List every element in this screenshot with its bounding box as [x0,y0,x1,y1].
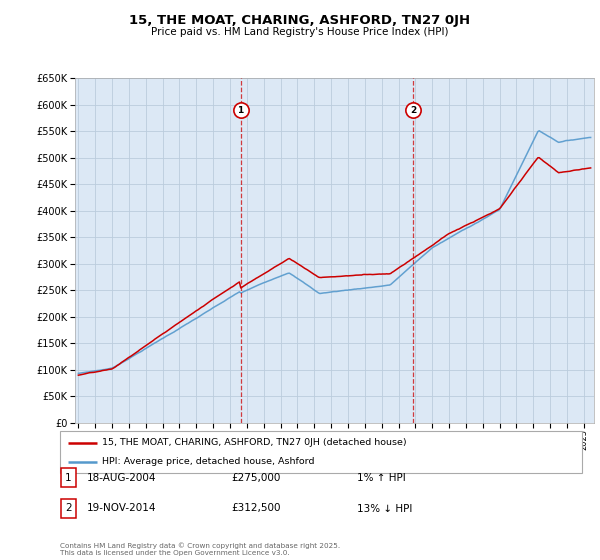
FancyBboxPatch shape [61,499,76,518]
Text: 1: 1 [238,106,244,115]
Text: £312,500: £312,500 [231,503,281,514]
Text: £275,000: £275,000 [231,473,280,483]
Text: 2: 2 [410,106,416,115]
Text: 13% ↓ HPI: 13% ↓ HPI [357,503,412,514]
Text: 1: 1 [65,473,72,483]
Text: 2: 2 [65,503,72,514]
FancyBboxPatch shape [61,468,76,487]
Text: Price paid vs. HM Land Registry's House Price Index (HPI): Price paid vs. HM Land Registry's House … [151,27,449,37]
Text: 15, THE MOAT, CHARING, ASHFORD, TN27 0JH (detached house): 15, THE MOAT, CHARING, ASHFORD, TN27 0JH… [102,438,406,447]
Text: 19-NOV-2014: 19-NOV-2014 [87,503,157,514]
Text: Contains HM Land Registry data © Crown copyright and database right 2025.
This d: Contains HM Land Registry data © Crown c… [60,542,340,556]
Text: 1% ↑ HPI: 1% ↑ HPI [357,473,406,483]
FancyBboxPatch shape [60,431,582,473]
Text: HPI: Average price, detached house, Ashford: HPI: Average price, detached house, Ashf… [102,458,314,466]
Text: 15, THE MOAT, CHARING, ASHFORD, TN27 0JH: 15, THE MOAT, CHARING, ASHFORD, TN27 0JH [130,14,470,27]
Text: 18-AUG-2004: 18-AUG-2004 [87,473,157,483]
